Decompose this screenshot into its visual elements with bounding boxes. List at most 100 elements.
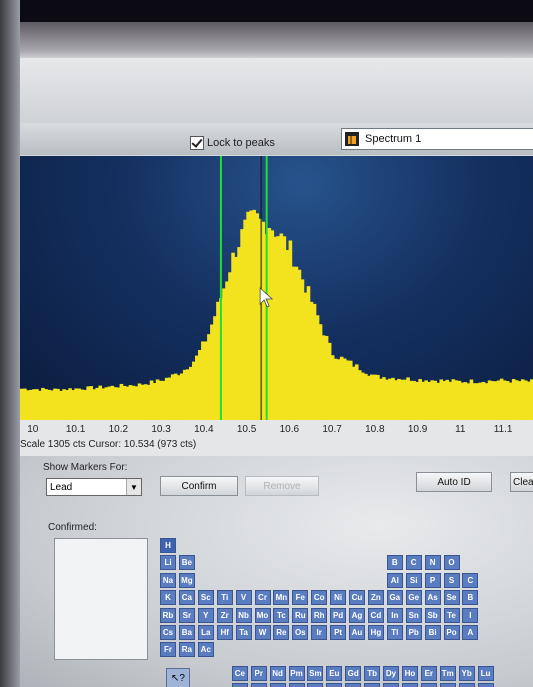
element-ag[interactable]: Ag <box>349 607 365 623</box>
element-pm[interactable]: Pm <box>288 665 305 681</box>
element-ge[interactable]: Ge <box>405 590 422 606</box>
element-cr[interactable]: Cr <box>254 590 271 606</box>
element-ba[interactable]: Ba <box>178 625 195 640</box>
element-ta[interactable]: Ta <box>235 625 252 640</box>
element-lu[interactable]: Lu <box>477 665 494 681</box>
element-ir[interactable]: Ir <box>311 625 328 640</box>
element-w[interactable]: W <box>254 625 271 640</box>
element-cf[interactable]: Cf <box>383 683 400 687</box>
element-cd[interactable]: Cd <box>367 607 384 623</box>
element-p[interactable]: P <box>424 572 441 588</box>
element-cs[interactable]: Cs <box>160 625 176 640</box>
element-rh[interactable]: Rh <box>311 607 328 623</box>
element-nd[interactable]: Nd <box>269 665 286 681</box>
element-ga[interactable]: Ga <box>386 590 403 606</box>
element-sb[interactable]: Sb <box>424 607 441 623</box>
lock-to-peaks-checkbox[interactable] <box>190 136 204 150</box>
element-mg[interactable]: Mg <box>178 572 195 588</box>
element-a[interactable]: A <box>462 625 479 640</box>
element-no[interactable]: No <box>458 683 475 687</box>
element-si[interactable]: Si <box>405 572 422 588</box>
element-bi[interactable]: Bi <box>424 625 441 640</box>
element-th[interactable]: Th <box>231 683 248 687</box>
confirmed-elements-list[interactable] <box>54 538 148 660</box>
element-i[interactable]: I <box>462 607 479 623</box>
element-ni[interactable]: Ni <box>330 590 347 606</box>
element-in[interactable]: In <box>386 607 403 623</box>
element-yb[interactable]: Yb <box>458 665 475 681</box>
element-lr[interactable]: Lr <box>477 683 494 687</box>
remove-button[interactable]: Remove <box>245 476 319 496</box>
element-re[interactable]: Re <box>273 625 290 640</box>
element-dy[interactable]: Dy <box>383 665 400 681</box>
element-mn[interactable]: Mn <box>273 590 290 606</box>
element-ru[interactable]: Ru <box>292 607 309 623</box>
element-ca[interactable]: Ca <box>178 590 195 606</box>
element-gd[interactable]: Gd <box>345 665 362 681</box>
element-os[interactable]: Os <box>292 625 309 640</box>
element-am[interactable]: Am <box>326 683 343 687</box>
element-se[interactable]: Se <box>443 590 460 606</box>
element-ti[interactable]: Ti <box>216 590 233 606</box>
element-co[interactable]: Co <box>311 590 328 606</box>
element-ce[interactable]: Ce <box>231 665 248 681</box>
element-pt[interactable]: Pt <box>330 625 347 640</box>
element-ac[interactable]: Ac <box>197 642 214 658</box>
element-h[interactable]: H <box>160 538 176 553</box>
element-zr[interactable]: Zr <box>216 607 233 623</box>
element-b[interactable]: B <box>386 555 403 571</box>
element-rb[interactable]: Rb <box>160 607 176 623</box>
element-sr[interactable]: Sr <box>178 607 195 623</box>
element-fe[interactable]: Fe <box>292 590 309 606</box>
element-zn[interactable]: Zn <box>367 590 384 606</box>
element-k[interactable]: K <box>160 590 176 606</box>
element-cm[interactable]: Cm <box>345 683 362 687</box>
element-s[interactable]: S <box>443 572 460 588</box>
spectrum-plot[interactable] <box>20 156 533 420</box>
element-select[interactable]: Lead ▼ <box>46 478 142 496</box>
element-bk[interactable]: Bk <box>364 683 381 687</box>
element-sm[interactable]: Sm <box>307 665 324 681</box>
element-la[interactable]: La <box>197 625 214 640</box>
element-o[interactable]: O <box>443 555 460 571</box>
element-v[interactable]: V <box>235 590 252 606</box>
element-hg[interactable]: Hg <box>367 625 384 640</box>
element-te[interactable]: Te <box>443 607 460 623</box>
element-nb[interactable]: Nb <box>235 607 252 623</box>
element-be[interactable]: Be <box>178 555 195 571</box>
element-md[interactable]: Md <box>439 683 456 687</box>
element-y[interactable]: Y <box>197 607 214 623</box>
confirm-button[interactable]: Confirm <box>160 476 238 496</box>
element-na[interactable]: Na <box>160 572 176 588</box>
element-po[interactable]: Po <box>443 625 460 640</box>
element-tm[interactable]: Tm <box>439 665 456 681</box>
element-eu[interactable]: Eu <box>326 665 343 681</box>
element-fm[interactable]: Fm <box>420 683 437 687</box>
lock-to-peaks-control[interactable]: Lock to peaks <box>190 136 275 150</box>
element-pd[interactable]: Pd <box>330 607 347 623</box>
element-n[interactable]: N <box>424 555 441 571</box>
auto-id-button[interactable]: Auto ID <box>416 472 492 492</box>
pointer-tool-icon[interactable]: ↖? <box>166 668 190 687</box>
element-np[interactable]: Np <box>288 683 305 687</box>
element-fr[interactable]: Fr <box>160 642 176 658</box>
element-pu[interactable]: Pu <box>307 683 324 687</box>
element-pa[interactable]: Pa <box>250 683 267 687</box>
element-sc[interactable]: Sc <box>197 590 214 606</box>
element-au[interactable]: Au <box>349 625 365 640</box>
element-pr[interactable]: Pr <box>250 665 267 681</box>
spectrum-selector[interactable]: Spectrum 1 <box>341 128 533 150</box>
element-b[interactable]: B <box>462 590 479 606</box>
element-er[interactable]: Er <box>420 665 437 681</box>
clear-button[interactable]: Clea <box>510 472 533 492</box>
element-tc[interactable]: Tc <box>273 607 290 623</box>
element-sn[interactable]: Sn <box>405 607 422 623</box>
element-pb[interactable]: Pb <box>405 625 422 640</box>
element-u[interactable]: U <box>269 683 286 687</box>
element-es[interactable]: Es <box>401 683 418 687</box>
element-ra[interactable]: Ra <box>178 642 195 658</box>
element-li[interactable]: Li <box>160 555 176 571</box>
element-hf[interactable]: Hf <box>216 625 233 640</box>
chevron-down-icon[interactable]: ▼ <box>126 479 141 495</box>
element-mo[interactable]: Mo <box>254 607 271 623</box>
